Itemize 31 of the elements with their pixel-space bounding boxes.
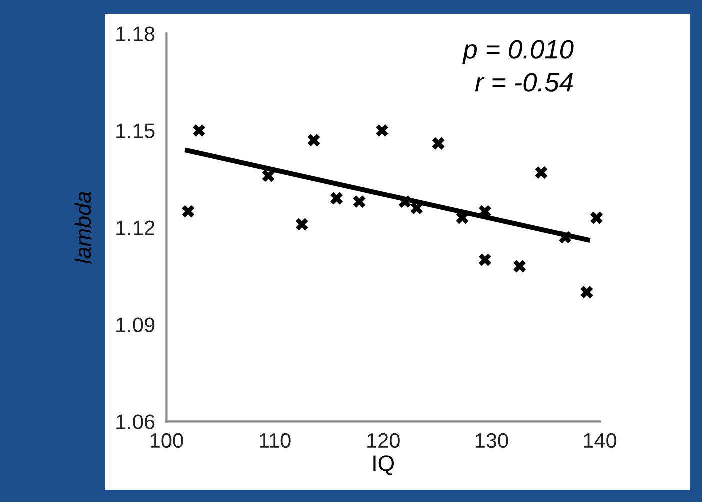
x-tick-label: 110: [260, 433, 291, 448]
y-tick-label: 1.18: [116, 26, 155, 42]
x-tick-label: 120: [368, 433, 400, 448]
x-tick-label: 140: [584, 433, 617, 448]
point: [398, 196, 412, 208]
point: [410, 202, 424, 215]
x-tick-label: 130: [476, 433, 508, 448]
y-tick-label: 1.06: [116, 414, 155, 430]
point: [559, 231, 572, 244]
point: [262, 170, 275, 182]
x-axis-title: IQ: [374, 456, 394, 476]
point: [514, 260, 526, 273]
point: [296, 218, 308, 231]
y-tick-label: 1.15: [116, 124, 155, 138]
point: [432, 137, 445, 150]
x-tick-label: 100: [150, 433, 184, 448]
point: [590, 212, 603, 224]
point: [308, 134, 320, 147]
point: [535, 166, 548, 179]
annotation: p = 0.010: [462, 40, 574, 64]
point: [580, 286, 594, 299]
point: [376, 124, 388, 137]
point: [478, 254, 492, 266]
point: [330, 192, 343, 205]
point: [182, 205, 195, 218]
y-tick-label: 1.12: [116, 220, 155, 236]
annotation: r = -0.54: [475, 73, 574, 92]
point: [353, 196, 366, 208]
y-tick-label: 1.09: [116, 318, 155, 332]
y-axis-title: lambda: [74, 192, 92, 264]
point: [192, 124, 206, 137]
